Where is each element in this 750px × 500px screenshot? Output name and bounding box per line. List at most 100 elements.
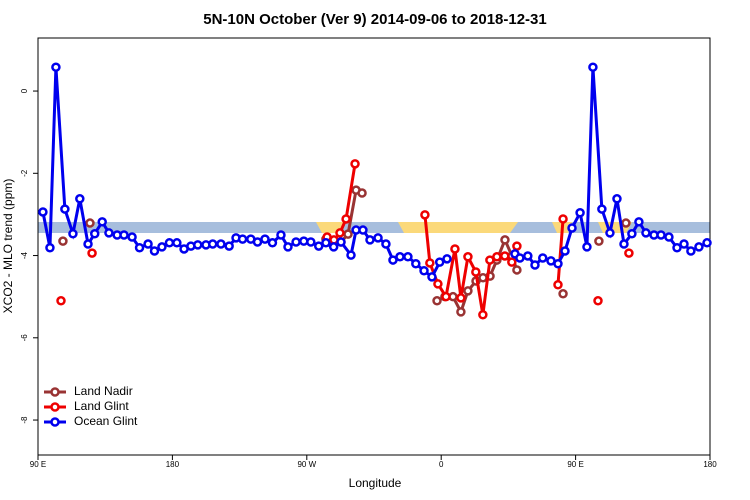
point bbox=[157, 242, 167, 252]
chart-title: 5N-10N October (Ver 9) 2014-09-06 to 201… bbox=[203, 11, 547, 28]
point bbox=[321, 238, 331, 248]
point bbox=[56, 296, 66, 306]
point bbox=[85, 218, 95, 228]
point bbox=[224, 241, 234, 251]
point bbox=[127, 232, 137, 242]
point bbox=[500, 251, 510, 261]
point bbox=[575, 208, 585, 218]
point bbox=[45, 242, 55, 253]
y-axis-label: XCO2 - MLO trend (ppm) bbox=[1, 179, 15, 314]
point bbox=[463, 286, 473, 296]
point bbox=[38, 207, 48, 217]
point bbox=[172, 238, 182, 248]
point bbox=[365, 235, 375, 245]
point bbox=[388, 255, 398, 265]
y-tick-label: -6 bbox=[20, 334, 29, 342]
point bbox=[702, 238, 712, 248]
y-tick-label: -4 bbox=[20, 251, 29, 259]
point bbox=[134, 242, 145, 253]
point bbox=[485, 255, 495, 265]
point bbox=[656, 230, 666, 240]
x-tick-label: 180 bbox=[703, 460, 717, 469]
point bbox=[381, 239, 391, 249]
land-strip bbox=[398, 222, 518, 233]
point bbox=[463, 252, 473, 262]
point bbox=[283, 242, 293, 252]
x-axis-label: Longitude bbox=[349, 476, 402, 490]
point bbox=[679, 239, 689, 249]
point bbox=[512, 241, 522, 251]
point bbox=[558, 289, 568, 299]
point bbox=[530, 260, 540, 270]
point bbox=[558, 214, 568, 224]
point bbox=[500, 235, 510, 245]
point bbox=[619, 239, 629, 249]
point bbox=[89, 229, 100, 239]
point bbox=[335, 228, 345, 238]
point bbox=[442, 254, 452, 264]
point bbox=[119, 230, 129, 240]
point bbox=[346, 250, 356, 260]
point bbox=[328, 242, 339, 252]
legend-marker bbox=[50, 417, 60, 427]
point bbox=[267, 238, 278, 248]
point bbox=[597, 204, 607, 214]
x-tick-label: 90 W bbox=[297, 460, 316, 469]
point bbox=[641, 228, 651, 238]
point bbox=[478, 310, 488, 320]
point bbox=[515, 253, 525, 263]
plot-frame bbox=[37, 37, 711, 456]
y-tick-label: -8 bbox=[20, 416, 29, 424]
point bbox=[216, 239, 226, 249]
point bbox=[143, 239, 153, 249]
point bbox=[357, 188, 367, 198]
point bbox=[411, 259, 421, 269]
point bbox=[149, 246, 160, 256]
point bbox=[403, 252, 413, 262]
point bbox=[634, 217, 644, 227]
series bbox=[56, 159, 634, 320]
point bbox=[164, 238, 175, 248]
point bbox=[97, 217, 107, 227]
point bbox=[341, 214, 351, 224]
point bbox=[313, 241, 324, 251]
point bbox=[306, 237, 316, 247]
point bbox=[507, 257, 517, 267]
point bbox=[60, 204, 70, 214]
point bbox=[664, 232, 674, 242]
point bbox=[605, 228, 615, 238]
point bbox=[425, 258, 435, 268]
point bbox=[350, 159, 360, 169]
point bbox=[523, 251, 533, 261]
x-tick-label: 90 E bbox=[30, 460, 46, 469]
point bbox=[207, 239, 218, 249]
point bbox=[582, 242, 592, 252]
point bbox=[450, 244, 460, 254]
point bbox=[433, 279, 443, 289]
point bbox=[427, 272, 437, 282]
point bbox=[432, 296, 442, 306]
point bbox=[51, 62, 61, 72]
point bbox=[612, 194, 622, 204]
point bbox=[343, 229, 353, 239]
point bbox=[58, 236, 68, 246]
legend-marker bbox=[50, 402, 60, 412]
point bbox=[420, 210, 430, 220]
point bbox=[593, 296, 603, 306]
point bbox=[434, 257, 445, 267]
point bbox=[471, 267, 481, 277]
point bbox=[358, 225, 368, 235]
point bbox=[492, 252, 502, 262]
point bbox=[83, 239, 93, 249]
point bbox=[594, 236, 604, 246]
point bbox=[672, 242, 682, 253]
point bbox=[75, 194, 85, 204]
point bbox=[588, 62, 598, 72]
point bbox=[68, 229, 78, 239]
point bbox=[252, 237, 263, 247]
point bbox=[537, 253, 548, 263]
point bbox=[627, 229, 637, 239]
